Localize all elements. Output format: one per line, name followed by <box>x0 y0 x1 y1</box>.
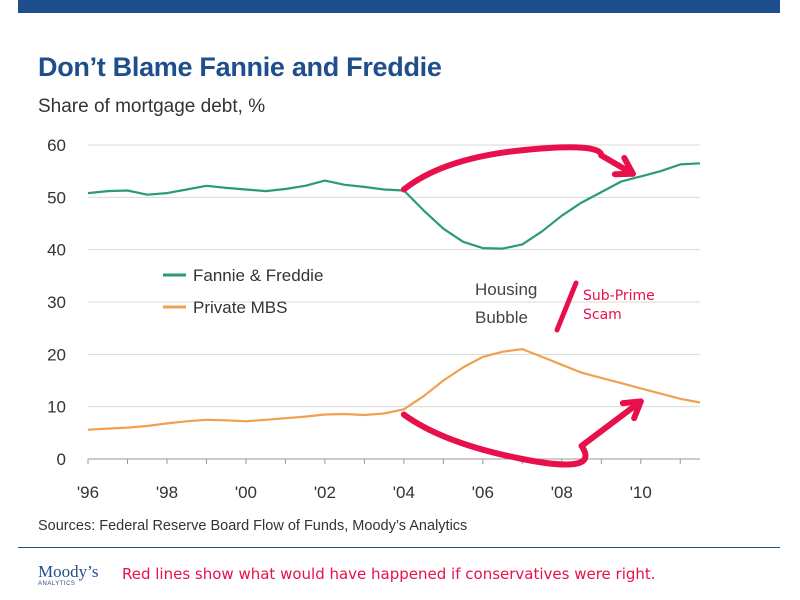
red-lines-footnote: Red lines show what would have happened … <box>122 565 656 583</box>
y-tick-label: 50 <box>47 188 66 207</box>
annotation-housing-bubble: Bubble <box>475 308 528 327</box>
y-tick-label: 10 <box>47 398 66 417</box>
chart-title: Don’t Blame Fannie and Freddie <box>38 52 442 82</box>
red-arrow-upper <box>400 144 636 193</box>
x-tick-label: '96 <box>77 483 99 502</box>
annotation-subprime-line1: Sub-Prime <box>583 288 655 304</box>
header-bar <box>18 0 780 13</box>
x-tick-label: '06 <box>472 483 494 502</box>
x-tick-label: '04 <box>393 483 415 502</box>
x-tick-label: '10 <box>630 483 652 502</box>
legend-label: Fannie & Freddie <box>193 266 323 285</box>
series-line-fannie-freddie <box>87 162 701 250</box>
x-tick-label: '02 <box>314 483 336 502</box>
moodys-logo-subtext: ANALYTICS <box>38 581 76 587</box>
footer-divider <box>18 547 780 548</box>
series-line-private-mbs <box>87 348 701 431</box>
chart-subtitle: Share of mortgage debt, % <box>38 96 266 117</box>
legend-label: Private MBS <box>193 298 287 317</box>
moodys-logo: Moody’s <box>38 562 99 581</box>
annotation-subprime-line2: Scam <box>583 307 622 323</box>
annotation-housing-bubble: Housing <box>475 280 537 299</box>
sources-note: Sources: Federal Reserve Board Flow of F… <box>38 518 468 534</box>
y-tick-label: 60 <box>47 136 66 155</box>
y-tick-label: 40 <box>47 241 66 260</box>
x-tick-label: '00 <box>235 483 257 502</box>
y-tick-label: 20 <box>47 345 66 364</box>
y-tick-label: 0 <box>57 450 66 469</box>
red-arrowhead-upper <box>611 154 636 178</box>
red-arrow-lower <box>400 398 644 468</box>
red-arrowhead-lower <box>619 398 644 422</box>
y-tick-label: 30 <box>47 293 66 312</box>
annotation-subprime: Sub-Prime Scam <box>583 287 655 325</box>
red-slash-mark <box>554 280 579 333</box>
x-tick-label: '98 <box>156 483 178 502</box>
x-tick-label: '08 <box>551 483 573 502</box>
